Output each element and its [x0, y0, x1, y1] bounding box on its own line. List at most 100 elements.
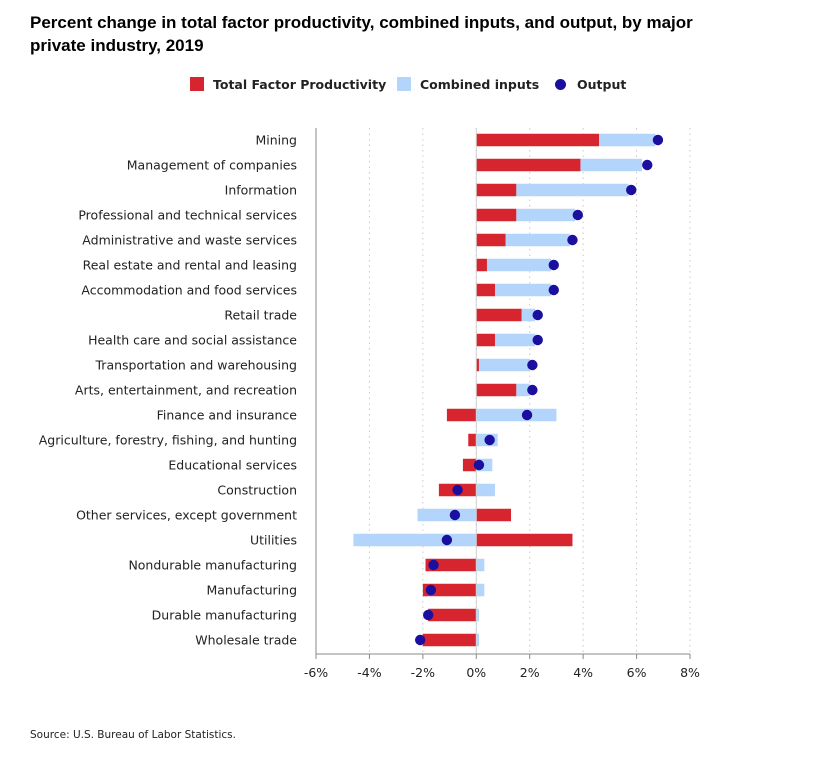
- output-point-5: [548, 259, 559, 271]
- category-label-20: Wholesale trade: [195, 633, 297, 648]
- chart-title: Percent change in total factor productiv…: [30, 13, 693, 55]
- output-point-0: [652, 134, 664, 146]
- bar-tfp-19: [428, 608, 477, 622]
- category-label-2: Information: [225, 183, 297, 198]
- x-tick-label-6: 6%: [627, 665, 647, 680]
- category-label-14: Construction: [217, 483, 297, 498]
- bar-inputs-4: [505, 233, 570, 247]
- category-label-7: Retail trade: [224, 308, 297, 323]
- bar-inputs-2: [516, 183, 629, 197]
- output-point-7: [532, 309, 543, 321]
- category-label-18: Manufacturing: [206, 583, 297, 598]
- output-point-3: [572, 209, 583, 221]
- bar-tfp-1: [476, 158, 581, 172]
- x-tick-label-2: -2%: [411, 665, 435, 680]
- x-tick-label-3: 0%: [466, 665, 486, 680]
- legend-label-tfp: Total Factor Productivity: [213, 76, 387, 92]
- output-point-11: [521, 409, 533, 421]
- legend-swatch-inputs: [397, 77, 411, 91]
- legend-item-output[interactable]: Output: [555, 74, 626, 94]
- bar-inputs-16: [353, 533, 477, 547]
- bar-tfp-10: [476, 383, 517, 397]
- output-point-8: [532, 334, 543, 346]
- chart-legend: Total Factor Productivity Combined input…: [0, 74, 818, 94]
- legend-swatch-tfp: [190, 77, 204, 91]
- bar-tfp-6: [476, 283, 495, 297]
- category-label-5: Real estate and rental and leasing: [83, 258, 297, 273]
- bar-inputs-3: [516, 208, 576, 222]
- output-point-4: [567, 234, 578, 246]
- category-label-3: Professional and technical services: [78, 208, 297, 223]
- output-point-19: [423, 609, 434, 621]
- legend-label-inputs: Combined inputs: [420, 76, 540, 92]
- category-label-10: Arts, entertainment, and recreation: [75, 383, 297, 398]
- category-label-0: Mining: [255, 133, 297, 148]
- category-label-11: Finance and insurance: [157, 408, 298, 423]
- x-tick-label-1: -4%: [357, 665, 381, 680]
- x-tick-label-7: 8%: [680, 665, 700, 680]
- category-label-4: Administrative and waste services: [82, 233, 297, 248]
- bar-tfp-5: [476, 258, 487, 272]
- category-label-13: Educational services: [168, 458, 297, 473]
- bar-inputs-7: [521, 308, 536, 322]
- source-note: Source: U.S. Bureau of Labor Statistics.: [30, 729, 236, 741]
- bar-inputs-9: [478, 358, 530, 372]
- legend-dot-output: [555, 78, 566, 90]
- bar-tfp-3: [476, 208, 517, 222]
- bar-inputs-20: [476, 633, 479, 647]
- category-label-1: Management of companies: [127, 158, 297, 173]
- bar-tfp-0: [476, 133, 600, 147]
- bar-inputs-17: [476, 558, 485, 572]
- output-point-12: [484, 434, 495, 446]
- bar-inputs-19: [476, 608, 479, 622]
- bar-tfp-7: [476, 308, 522, 322]
- category-label-15: Other services, except government: [76, 508, 297, 523]
- legend-item-inputs[interactable]: Combined inputs: [397, 74, 539, 94]
- bar-inputs-15: [417, 508, 477, 522]
- bar-inputs-5: [486, 258, 552, 272]
- output-point-6: [548, 284, 559, 296]
- bar-tfp-8: [476, 333, 495, 347]
- bar-tfp-11: [446, 408, 477, 422]
- output-point-2: [626, 184, 637, 196]
- bar-tfp-4: [476, 233, 506, 247]
- output-point-1: [642, 159, 653, 171]
- bar-tfp-13: [462, 458, 477, 472]
- bar-tfp-9: [476, 358, 479, 372]
- category-label-12: Agriculture, forestry, fishing, and hunt…: [39, 433, 297, 448]
- bar-inputs-6: [494, 283, 552, 297]
- output-point-16: [441, 534, 453, 546]
- bar-tfp-15: [476, 508, 512, 522]
- bar-inputs-0: [599, 133, 656, 147]
- legend-label-output: Output: [577, 76, 627, 92]
- output-point-10: [527, 384, 538, 396]
- bar-inputs-11: [476, 408, 557, 422]
- category-label-6: Accommodation and food services: [81, 283, 297, 298]
- category-label-17: Nondurable manufacturing: [128, 558, 297, 573]
- x-tick-label-4: 2%: [520, 665, 540, 680]
- category-label-9: Transportation and warehousing: [95, 358, 298, 373]
- output-point-15: [449, 509, 461, 521]
- bar-tfp-20: [422, 633, 477, 647]
- category-label-19: Durable manufacturing: [152, 608, 297, 623]
- category-label-8: Health care and social assistance: [88, 333, 297, 348]
- bar-inputs-10: [516, 383, 530, 397]
- bar-inputs-18: [476, 583, 485, 597]
- x-tick-label-5: 4%: [573, 665, 593, 680]
- bar-inputs-1: [580, 158, 642, 172]
- bar-inputs-8: [494, 333, 536, 347]
- output-point-18: [425, 584, 437, 596]
- x-tick-label-0: -6%: [304, 665, 328, 680]
- bar-tfp-17: [425, 558, 477, 572]
- output-point-14: [452, 484, 463, 496]
- output-point-9: [527, 359, 538, 371]
- legend-item-tfp[interactable]: Total Factor Productivity: [190, 74, 386, 94]
- bar-tfp-16: [476, 533, 573, 547]
- bar-tfp-18: [422, 583, 477, 597]
- bar-tfp-12: [468, 433, 477, 447]
- category-label-16: Utilities: [250, 533, 297, 548]
- bar-tfp-2: [476, 183, 517, 197]
- output-point-17: [428, 559, 439, 571]
- bar-inputs-14: [476, 483, 495, 497]
